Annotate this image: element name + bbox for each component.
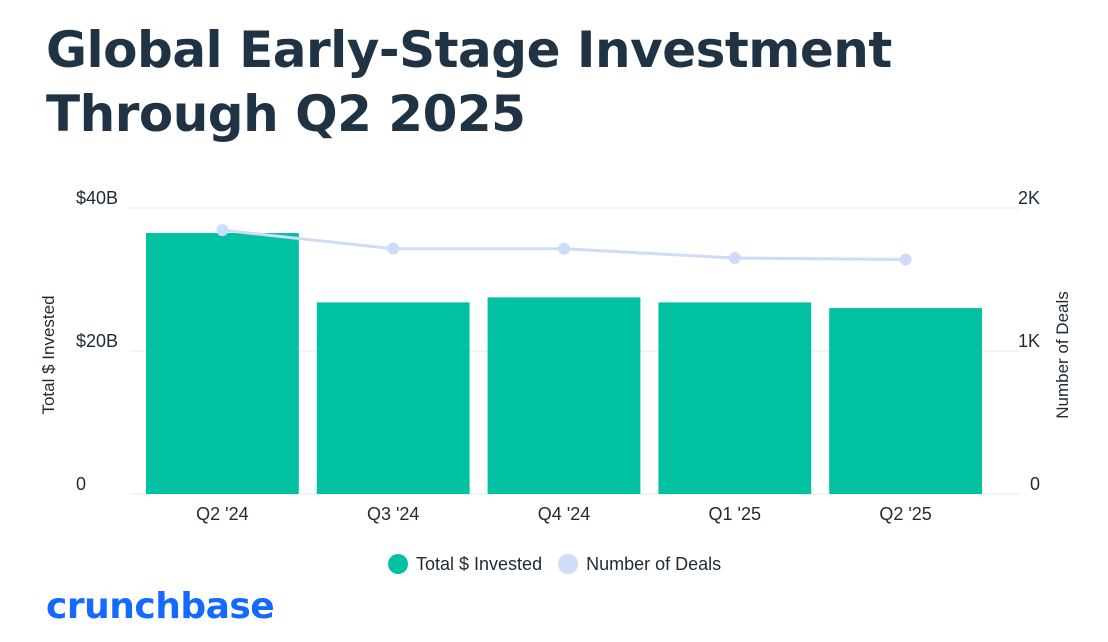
x-tick-label: Q4 '24 <box>538 504 590 524</box>
x-tick-label: Q3 '24 <box>367 504 419 524</box>
x-axis: Q2 '24 Q3 '24 Q4 '24 Q1 '25 Q2 '25 <box>196 504 932 524</box>
left-tick-label: 0 <box>76 474 86 494</box>
line-point[interactable] <box>899 253 912 266</box>
chart: 0 $20B $40B 0 1K 2K Q2 '24 Q3 '24 Q4 '24 Q1 '25… <box>39 188 1072 524</box>
x-tick-label: Q2 '25 <box>879 504 931 524</box>
bar[interactable] <box>829 308 982 494</box>
right-axis: 0 1K 2K <box>1018 188 1040 494</box>
chart-title: Global Early-Stage Investment Through Q2… <box>46 21 892 143</box>
x-tick-label: Q1 '25 <box>709 504 761 524</box>
legend-item-deals[interactable]: Number of Deals <box>558 554 721 575</box>
bar[interactable] <box>146 233 299 494</box>
left-axis-title: Total $ Invested <box>39 295 58 414</box>
bar[interactable] <box>487 297 641 494</box>
x-tick-label: Q2 '24 <box>196 504 248 524</box>
bar[interactable] <box>316 302 470 494</box>
legend: Total $ Invested Number of Deals <box>388 552 721 576</box>
right-tick-label: 1K <box>1018 331 1040 351</box>
legend-label-deals: Number of Deals <box>586 553 722 574</box>
left-tick-label: $20B <box>76 331 118 351</box>
right-tick-label: 2K <box>1018 188 1040 208</box>
line-point[interactable] <box>387 242 400 255</box>
legend-label-invested: Total $ Invested <box>416 553 543 574</box>
line-point[interactable] <box>728 252 741 265</box>
bar-series <box>146 233 982 494</box>
line-point[interactable] <box>216 224 229 237</box>
legend-swatch-deals <box>558 554 579 574</box>
right-axis-title: Number of Deals <box>1053 291 1072 419</box>
line-point[interactable] <box>558 242 570 255</box>
bar[interactable] <box>658 302 812 494</box>
legend-swatch-invested <box>388 554 408 574</box>
line-series <box>216 224 912 266</box>
legend-item-invested[interactable]: Total $ Invested <box>388 554 542 575</box>
right-tick-label: 0 <box>1030 474 1040 494</box>
left-axis: 0 $20B $40B <box>76 188 118 494</box>
crunchbase-logo: crunchbase <box>46 586 275 627</box>
left-tick-label: $40B <box>76 188 118 208</box>
